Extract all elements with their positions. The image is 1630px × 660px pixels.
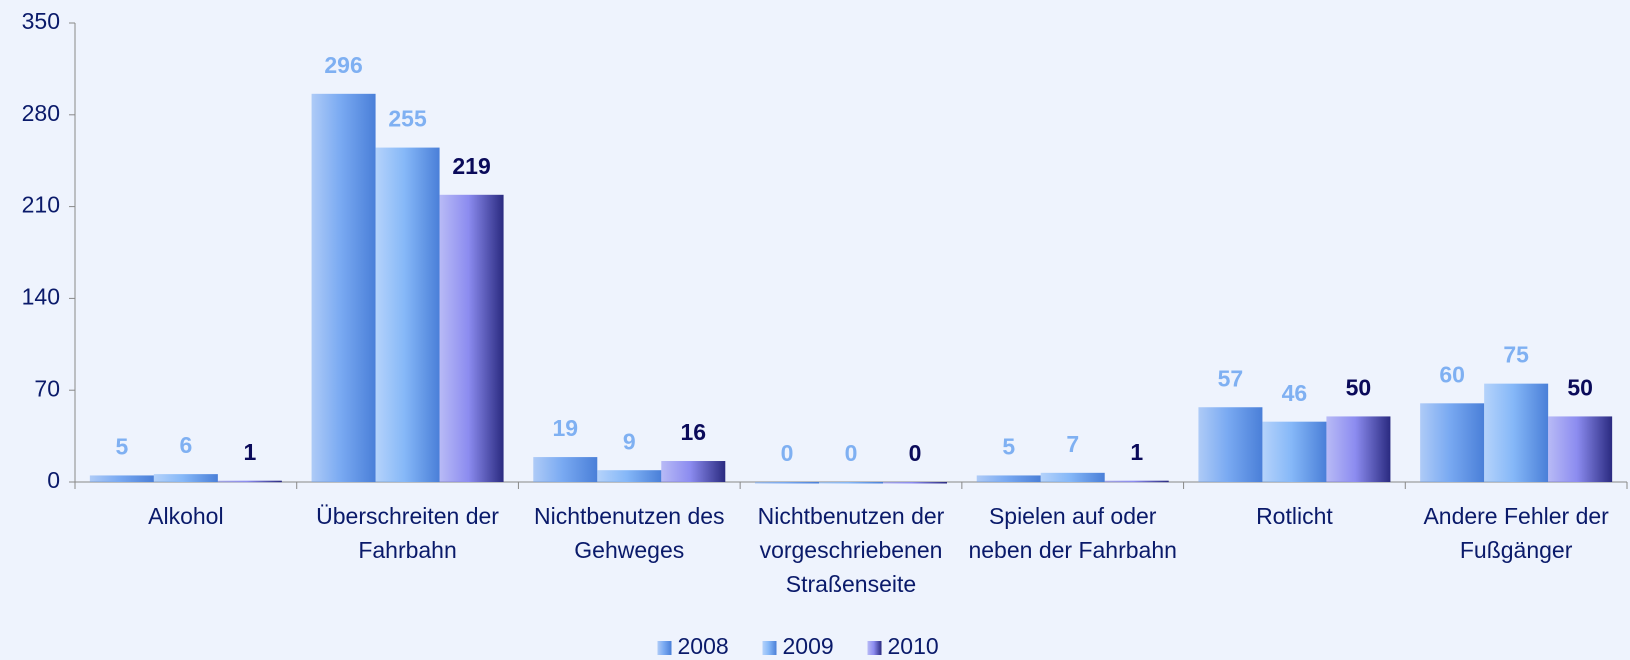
bar <box>533 457 597 482</box>
legend-label: 2009 <box>783 633 834 659</box>
bar <box>218 481 282 483</box>
y-tick-label: 210 <box>22 192 60 218</box>
x-tick-label: Überschreiten der Fahrbahn <box>302 499 514 567</box>
value-label: 60 <box>1439 361 1465 387</box>
value-label: 9 <box>623 428 636 454</box>
value-label: 255 <box>388 106 427 132</box>
x-tick-label: Andere Fehler der Fußgänger <box>1410 499 1622 567</box>
value-label: 6 <box>179 432 192 458</box>
value-label: 5 <box>1002 434 1015 460</box>
value-label: 19 <box>552 415 578 441</box>
bar <box>1262 422 1326 482</box>
value-label: 50 <box>1567 375 1593 401</box>
bar <box>661 461 725 482</box>
x-tick-label: Rotlicht <box>1189 499 1401 533</box>
x-tick-label: Nichtbenutzen der vorgeschriebenen Straß… <box>745 499 957 601</box>
bar <box>90 475 154 482</box>
value-label: 5 <box>115 434 128 460</box>
y-tick-label: 280 <box>22 100 60 126</box>
bar <box>755 482 819 484</box>
legend-swatch <box>763 641 777 655</box>
bar <box>1548 416 1612 482</box>
bar <box>1105 481 1169 483</box>
bar <box>440 195 504 482</box>
value-label: 46 <box>1282 380 1308 406</box>
value-label: 0 <box>845 440 858 466</box>
value-label: 57 <box>1218 365 1244 391</box>
bar <box>1484 384 1548 482</box>
value-label: 296 <box>324 52 362 78</box>
value-label: 75 <box>1503 342 1529 368</box>
value-label: 1 <box>243 439 256 465</box>
x-tick-label: Alkohol <box>80 499 292 533</box>
value-label: 1 <box>1130 439 1143 465</box>
y-tick-label: 140 <box>22 283 60 309</box>
chart-page: 0701402102803505612962552191991600057157… <box>0 0 1630 660</box>
value-label: 0 <box>909 440 922 466</box>
legend-swatch <box>868 641 882 655</box>
bar <box>376 148 440 482</box>
bar <box>1041 473 1105 482</box>
bar <box>977 475 1041 482</box>
value-label: 16 <box>680 419 706 445</box>
bar <box>1326 416 1390 482</box>
x-tick-label: Spielen auf oder neben der Fahrbahn <box>967 499 1179 567</box>
bar <box>154 474 218 482</box>
bar <box>312 94 376 482</box>
bar <box>883 482 947 484</box>
value-label: 7 <box>1066 431 1079 457</box>
x-tick-label: Nichtbenutzen des Gehweges <box>523 499 735 567</box>
value-label: 0 <box>781 440 794 466</box>
bar <box>597 470 661 482</box>
legend-label: 2010 <box>888 633 939 659</box>
legend-swatch <box>658 641 672 655</box>
bar <box>1198 407 1262 482</box>
bar <box>819 482 883 484</box>
y-tick-label: 0 <box>47 467 60 493</box>
bar <box>1420 403 1484 482</box>
y-tick-label: 70 <box>34 375 60 401</box>
legend-label: 2008 <box>678 633 729 659</box>
value-label: 219 <box>452 153 490 179</box>
value-label: 50 <box>1346 375 1372 401</box>
y-tick-label: 350 <box>22 8 60 34</box>
